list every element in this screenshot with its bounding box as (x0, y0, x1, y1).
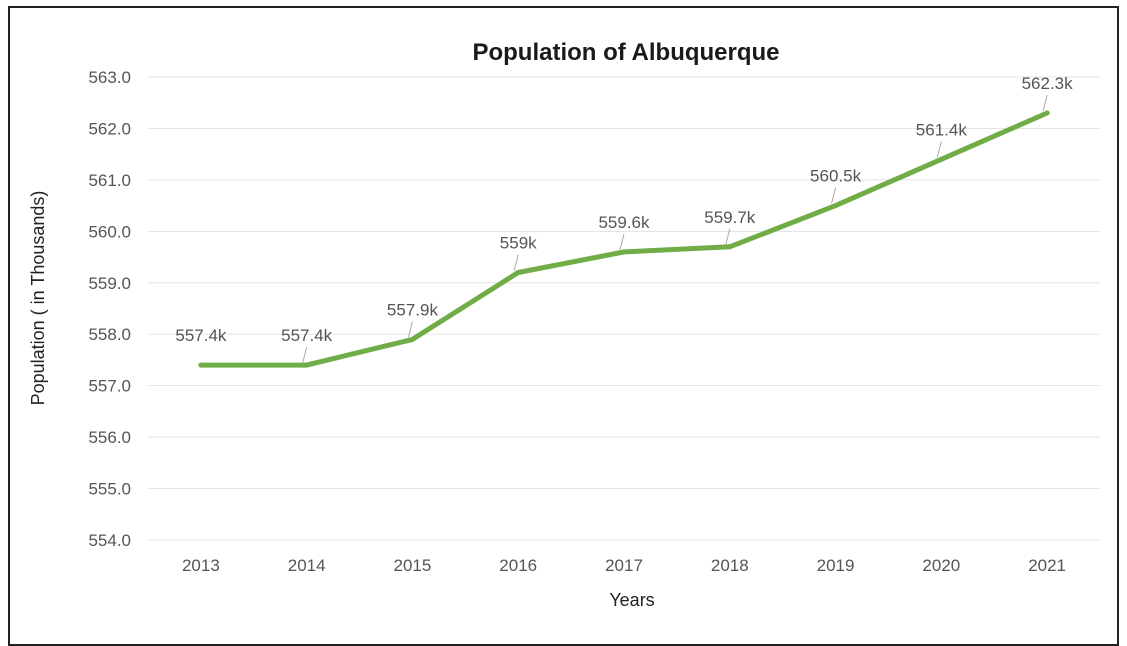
y-axis-title: Population ( in Thousands) (28, 191, 48, 406)
y-tick-label: 554.0 (88, 531, 131, 550)
data-label: 559k (500, 233, 537, 252)
leader-line (831, 187, 837, 204)
data-point (515, 269, 521, 275)
x-tick-label: 2014 (288, 556, 326, 575)
y-tick-label: 558.0 (88, 325, 131, 344)
data-point (1044, 110, 1050, 116)
x-tick-label: 2015 (394, 556, 432, 575)
leader-line (619, 233, 625, 251)
data-point (409, 336, 415, 342)
x-axis-title: Years (609, 590, 654, 610)
chart-title: Population of Albuquerque (472, 39, 779, 66)
x-tick-label: 2021 (1028, 556, 1066, 575)
x-tick-label: 2013 (182, 556, 220, 575)
data-point (727, 244, 733, 250)
line-chart: Population of Albuquerque 554.0 555.0 556.… (28, 39, 1100, 610)
leader-line (407, 321, 413, 338)
y-tick-label: 556.0 (88, 428, 131, 447)
y-tick-label: 561.0 (88, 171, 131, 190)
y-tick-label: 557.0 (88, 377, 131, 396)
data-point (833, 203, 839, 209)
data-label: 562.3k (1022, 74, 1074, 93)
y-tick-label: 559.0 (88, 274, 131, 293)
data-label-leader-lines (302, 94, 1048, 364)
data-label: 560.5k (810, 167, 862, 186)
data-point (198, 362, 204, 368)
x-tick-label: 2020 (922, 556, 960, 575)
data-points (198, 110, 1050, 368)
data-label: 557.4k (175, 326, 227, 345)
data-point (938, 156, 944, 162)
chart-frame (8, 6, 1119, 646)
y-axis-tick-labels: 554.0 555.0 556.0 557.0 558.0 559.0 560.0 561.0… (88, 68, 131, 550)
data-label: 557.4k (281, 326, 333, 345)
data-labels: 557.4k 557.4k 557.9k 559k 559.6k 559.7k 560.5k… (175, 74, 1073, 345)
x-tick-label: 2016 (499, 556, 537, 575)
y-tick-label: 563.0 (88, 68, 131, 87)
y-tick-label: 562.0 (88, 119, 131, 138)
data-point (621, 249, 627, 255)
data-label: 559.6k (598, 213, 650, 232)
leader-line (513, 254, 519, 271)
x-tick-label: 2017 (605, 556, 643, 575)
x-tick-label: 2018 (711, 556, 749, 575)
x-axis-tick-labels: 2013 2014 2015 2016 2017 2018 2019 2020 2021 (182, 556, 1066, 575)
leader-line (936, 141, 942, 158)
data-label: 559.7k (704, 208, 756, 227)
y-tick-label: 555.0 (88, 480, 131, 499)
leader-line (302, 346, 308, 364)
gridlines (148, 76, 1100, 541)
leader-line (725, 228, 731, 245)
leader-line (1042, 94, 1048, 112)
x-tick-label: 2019 (817, 556, 855, 575)
data-point (304, 362, 310, 368)
y-tick-label: 560.0 (88, 222, 131, 241)
data-label: 557.9k (387, 300, 439, 319)
data-label: 561.4k (916, 120, 968, 139)
